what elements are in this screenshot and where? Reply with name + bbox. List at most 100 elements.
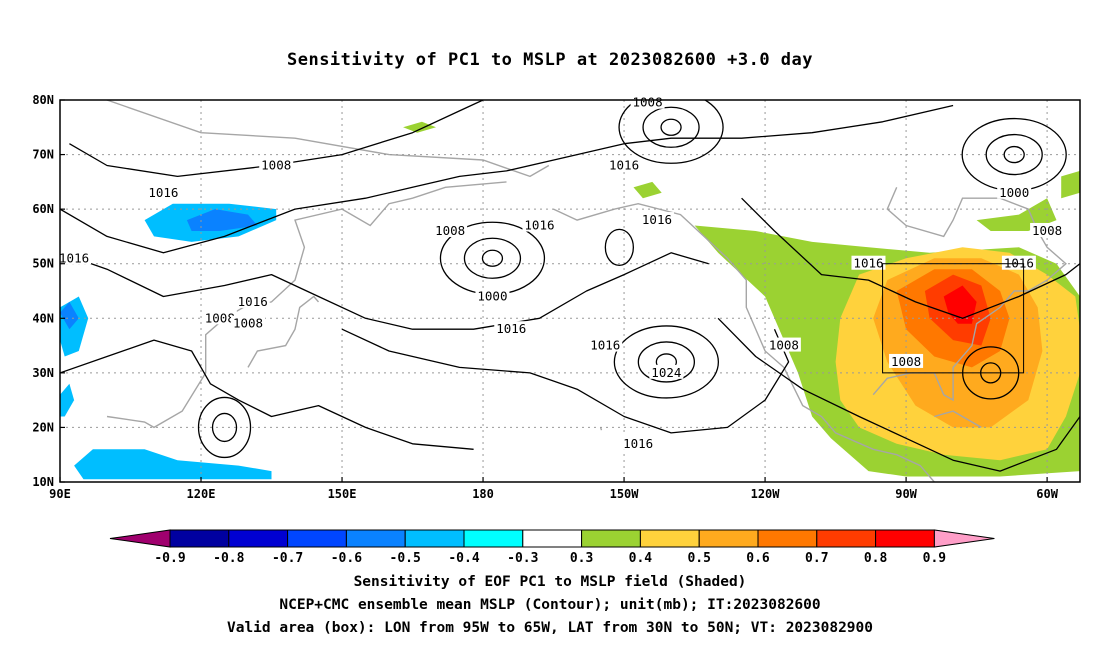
pressure-center-contour [197, 396, 252, 459]
coastline [872, 187, 1067, 402]
contour-label: 1008 [233, 316, 263, 331]
contour-label: 1008 [205, 310, 235, 325]
contour-label-bg [766, 337, 801, 352]
contour-label-bg [639, 212, 674, 227]
contour-label: 1016 [148, 185, 178, 200]
contour-label: 1016 [853, 256, 883, 271]
map-title: Sensitivity of PC1 to MSLP at 2023082600… [286, 50, 813, 70]
lat-tick-label: 30N [32, 366, 54, 380]
lon-tick-label: 120E [187, 487, 216, 501]
pressure-center-contour [481, 249, 504, 267]
lon-tick-label: 90E [49, 487, 71, 501]
pressure-center-contour [1003, 145, 1025, 164]
colorbar-box [463, 529, 524, 548]
contour-label: 1016 [623, 436, 653, 451]
contour-label-bg [235, 293, 270, 308]
contour-label: 1008 [891, 354, 921, 369]
axis-ticks: 90E 120E 150E 180 150W 120W 90W 60W 80N 70N 60N 50N… [32, 93, 1058, 501]
contour-label-bg [649, 364, 684, 379]
colorbar-label: 0.3 [570, 551, 593, 566]
colorbar-box [228, 529, 289, 548]
lon-tick-label: 180 [472, 487, 494, 501]
colorbar-label: -0.8 [213, 551, 244, 566]
lat-tick-label: 20N [32, 420, 54, 434]
sensitivity-patch [60, 296, 89, 357]
colorbar-label: 0.7 [805, 551, 828, 566]
colorbar-label: -0.3 [507, 551, 538, 566]
contour-label-bg [433, 222, 468, 237]
caption-shaded: Sensitivity of EOF PC1 to MSLP field (Sh… [353, 574, 747, 590]
coastlines [106, 100, 1067, 482]
contour-label: 1016 [59, 250, 89, 265]
contour-label-bg [607, 157, 642, 172]
contour-label: 1008 [769, 338, 799, 353]
coastline [553, 202, 935, 482]
colorbar-label: -0.4 [448, 551, 479, 566]
colorbar-box [287, 529, 347, 548]
mslp-contour [60, 339, 474, 450]
colorbar-left-arrow [109, 529, 171, 548]
mslp-contour [69, 100, 484, 178]
caption-contour: NCEP+CMC ensemble mean MSLP (Contour); u… [279, 597, 821, 613]
contour-label-bg [621, 435, 656, 450]
contour-label-bg [889, 353, 924, 368]
contour-label-bg [1001, 255, 1036, 270]
colorbar-label: 0.4 [629, 551, 653, 566]
contour-label-bg [57, 250, 92, 265]
contour-label: 1008 [261, 157, 291, 172]
mslp-contour [717, 317, 1080, 472]
coastline [106, 100, 550, 178]
lat-tick-label: 60N [32, 202, 54, 216]
pressure-center-contour [660, 118, 682, 136]
lon-tick-label: 90W [895, 487, 917, 501]
contour-label: 1008 [633, 95, 663, 110]
contour-label: 1016 [590, 338, 620, 353]
valid-area-box [882, 263, 1025, 374]
gridlines [60, 100, 1080, 482]
colorbar: -0.9 -0.8 -0.7 -0.6 -0.5 -0.4 -0.3 0.3 0.4 0.5 0.6… [109, 529, 995, 566]
colorbar-box [816, 529, 877, 548]
contour-label: 1016 [609, 157, 639, 172]
lat-tick-label: 80N [32, 93, 54, 107]
sensitivity-patch [1061, 170, 1080, 199]
pressure-center-contour [642, 106, 700, 148]
colorbar-label: -0.6 [331, 551, 362, 566]
contour-label-bg [522, 217, 557, 232]
sensitivity-shading [60, 121, 1080, 480]
contour-label-bg [259, 157, 294, 172]
caption-valid-area: Valid area (box): LON from 95W to 65W, L… [226, 620, 873, 636]
lon-tick-label: 150W [610, 487, 640, 501]
colorbar-box [581, 529, 641, 548]
contour-label: 1016 [496, 321, 526, 336]
lat-tick-label: 10N [32, 475, 54, 489]
colorbar-label: -0.5 [390, 551, 421, 566]
contour-label: 1008 [435, 223, 465, 238]
colorbar-right-arrow [933, 529, 995, 548]
contour-label-bg [475, 288, 510, 303]
sensitivity-patch [403, 121, 436, 133]
contour-label-bg [997, 184, 1032, 199]
colorbar-box [522, 529, 583, 548]
lat-tick-label: 40N [32, 311, 54, 325]
contour-label: 1016 [524, 218, 554, 233]
lon-tick-label: 150E [328, 487, 357, 501]
contour-label: 1000 [999, 185, 1029, 200]
colorbar-box [404, 529, 465, 548]
coastline [934, 410, 982, 429]
contour-label-bg [851, 255, 886, 270]
contour-label: 1024 [651, 365, 681, 380]
sensitivity-patch [976, 198, 1057, 231]
pressure-center-contour [613, 325, 720, 399]
mslp-contour [341, 328, 790, 434]
colorbar-label: 0.6 [746, 551, 770, 566]
sensitivity-patch [60, 301, 79, 330]
contour-label-bg [588, 337, 623, 352]
colorbar-label: 0.5 [687, 551, 710, 566]
colorbar-box [169, 529, 230, 548]
lon-tick-label: 120W [751, 487, 781, 501]
sensitivity-patch [186, 209, 258, 231]
contour-label: 1016 [238, 294, 268, 309]
lat-tick-label: 70N [32, 148, 54, 162]
contour-label-bg [630, 94, 665, 109]
